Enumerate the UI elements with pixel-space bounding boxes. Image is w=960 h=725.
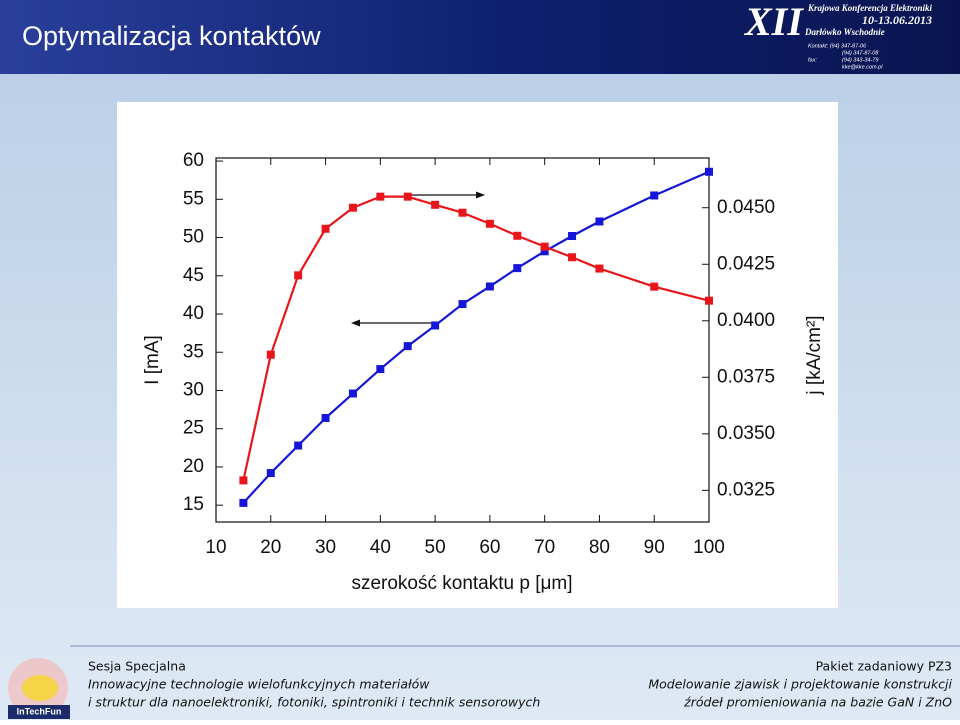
x-tick-label: 100 xyxy=(693,537,725,558)
marker xyxy=(513,264,522,273)
x-tick-label: 50 xyxy=(425,537,446,558)
marker xyxy=(540,247,549,256)
footer-session: Sesja Specjalna xyxy=(88,659,186,674)
series-line xyxy=(242,170,710,504)
y2-tick-label: 0.0375 xyxy=(717,366,775,387)
x-tick-label: 20 xyxy=(260,537,281,558)
footer-package-topic: Modelowanie zjawisk i projektowanie kons… xyxy=(648,677,952,692)
arrow-head xyxy=(476,191,485,199)
marker xyxy=(595,217,604,226)
footer-topic: Innowacyjne technologie wielofunkcyjnych… xyxy=(88,677,430,692)
banner-dates: 10-13.06.2013 xyxy=(862,13,932,27)
banner-conference: Krajowa Konferencja Elektroniki xyxy=(807,3,933,13)
marker xyxy=(321,414,330,422)
marker xyxy=(348,203,357,212)
marker xyxy=(485,219,494,228)
marker xyxy=(431,200,440,209)
footer-package: Pakiet zadaniowy PZ3 xyxy=(816,659,952,674)
logo-plate xyxy=(8,705,70,719)
y2-tick-label: 0.0425 xyxy=(717,253,775,274)
marker xyxy=(376,365,385,374)
marker xyxy=(403,342,412,351)
marker xyxy=(321,224,330,233)
y-tick-label: 15 xyxy=(183,494,204,515)
marker xyxy=(705,296,713,305)
y-tick-label: 60 xyxy=(183,150,204,171)
y-tick-label: 30 xyxy=(183,379,204,400)
y-tick-label: 25 xyxy=(183,418,204,439)
x-tick-label: 90 xyxy=(644,537,665,558)
marker xyxy=(239,498,248,507)
y-tick-label: 40 xyxy=(183,303,204,324)
x-tick-label: 30 xyxy=(315,537,336,558)
chart: szerokość kontaktu p [μm] I [mA] j [kA/c… xyxy=(142,150,825,594)
x-axis-label: szerokość kontaktu p [μm] xyxy=(351,573,572,594)
y-tick-label: 45 xyxy=(183,265,204,286)
x-tick-label: 60 xyxy=(479,537,500,558)
marker xyxy=(485,282,494,291)
x-tick-label: 40 xyxy=(370,537,391,558)
marker xyxy=(348,389,357,398)
x-tick-label: 10 xyxy=(205,537,226,558)
marker xyxy=(540,242,549,251)
marker xyxy=(568,232,577,240)
marker xyxy=(294,441,303,450)
marker xyxy=(568,253,577,262)
marker xyxy=(650,191,659,200)
banner-contact: (94) 347-87-08 xyxy=(842,50,879,56)
marker xyxy=(239,476,248,485)
marker xyxy=(650,282,659,291)
y-tick-label: 55 xyxy=(183,188,204,209)
marker xyxy=(458,300,467,309)
marker xyxy=(266,469,275,478)
arrow-head xyxy=(351,319,360,327)
footer-topic: i struktur dla nanoelektroniki, fotoniki… xyxy=(88,695,540,710)
banner-contact: fax: xyxy=(808,57,817,63)
y-tick-label: 20 xyxy=(183,456,204,477)
series-line xyxy=(242,195,710,481)
y2-axis-label: j [kA/cm²] xyxy=(804,315,825,395)
logo-mark xyxy=(22,675,58,701)
x-tick-label: 70 xyxy=(534,537,555,558)
x-tick-label: 80 xyxy=(589,537,610,558)
y2-tick-label: 0.0350 xyxy=(717,423,775,444)
marker xyxy=(266,350,275,359)
y-tick-label: 50 xyxy=(183,227,204,248)
marker xyxy=(705,167,713,176)
marker xyxy=(513,231,522,240)
marker xyxy=(595,264,604,273)
banner-contact: (94) 343-34-79 xyxy=(842,57,878,63)
chart-panel xyxy=(117,102,838,608)
marker xyxy=(431,321,440,330)
logo-text: InTechFun xyxy=(17,706,62,716)
marker xyxy=(403,192,412,201)
banner-edition: XII xyxy=(743,0,804,44)
plot-frame xyxy=(215,157,710,523)
header-band xyxy=(0,0,960,74)
banner-contact: Kontakt: (94) 347-87-06 xyxy=(808,43,867,49)
marker xyxy=(458,208,467,217)
marker xyxy=(376,192,385,201)
y2-tick-label: 0.0325 xyxy=(717,479,775,500)
footer-package-topic: źródeł promieniowania na bazie GaN i ZnO xyxy=(683,695,952,710)
slide-title: Optymalizacja kontaktów xyxy=(22,21,321,51)
marker xyxy=(294,271,303,280)
banner-place: Darłówko Wschodnie xyxy=(804,27,885,37)
y2-tick-label: 0.0450 xyxy=(717,197,775,218)
banner-contact: kke@kke.com.pl xyxy=(842,64,883,70)
y2-tick-label: 0.0400 xyxy=(717,310,775,331)
y-axis-label: I [mA] xyxy=(142,335,163,385)
y-tick-label: 35 xyxy=(183,341,204,362)
